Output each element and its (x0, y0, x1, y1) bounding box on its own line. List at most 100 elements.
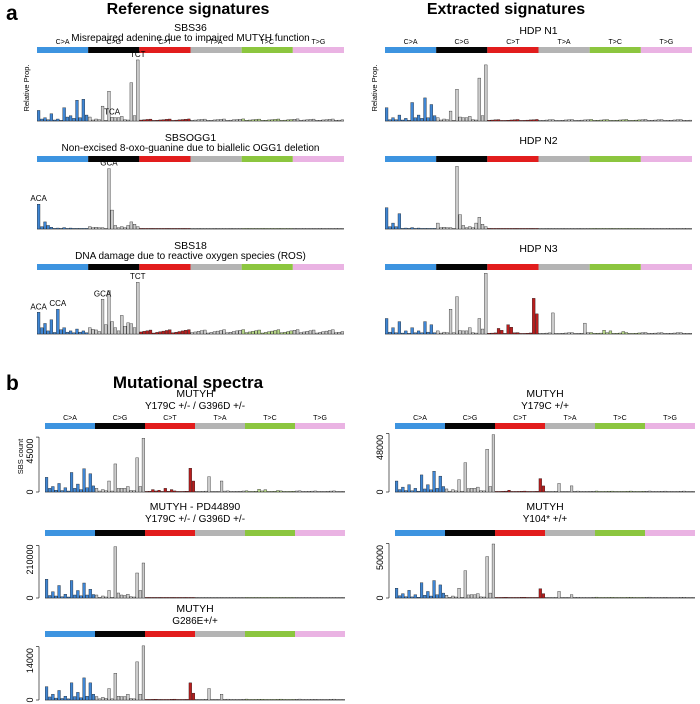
bar (476, 486, 480, 493)
bar (672, 119, 676, 122)
bar (196, 331, 201, 335)
bar (487, 120, 491, 122)
bar (538, 588, 542, 599)
bar (95, 696, 99, 701)
chart-title: MUTYH (526, 501, 563, 513)
bar (148, 228, 153, 230)
bar (248, 699, 252, 701)
bar (91, 227, 95, 230)
class-strip-TA (545, 423, 595, 429)
bar (564, 228, 568, 230)
bar (416, 490, 420, 493)
bar (53, 228, 57, 230)
bar (602, 330, 606, 335)
bar (474, 119, 478, 122)
bar (116, 330, 121, 335)
bar (241, 597, 245, 599)
bar (107, 168, 111, 230)
bar (132, 596, 136, 599)
bar (637, 119, 641, 122)
chart-subtitle: DNA damage due to reactive oxygen specie… (75, 251, 306, 262)
bar (302, 119, 306, 122)
class-strip-CA (385, 264, 437, 270)
bar (188, 597, 192, 599)
bar (113, 463, 117, 493)
bar (43, 221, 47, 230)
bar (510, 597, 514, 599)
bar (410, 596, 414, 599)
bar (301, 597, 305, 599)
bar (248, 597, 252, 599)
bar (276, 490, 280, 493)
bar (170, 489, 174, 493)
bar (491, 434, 495, 493)
class-strip-TG (292, 47, 344, 53)
class-strip-TC (241, 264, 293, 270)
bar (283, 119, 287, 122)
class-strip-TC (245, 423, 295, 429)
bar (97, 227, 101, 230)
bar (232, 331, 236, 335)
bar (56, 309, 60, 335)
bar (560, 333, 565, 335)
bar (223, 490, 227, 493)
bar (529, 491, 533, 493)
bar (498, 491, 502, 493)
bar (107, 91, 111, 122)
bar (154, 597, 158, 599)
bar (576, 597, 580, 599)
bar (496, 328, 501, 335)
bar (341, 699, 345, 701)
bar (88, 682, 92, 701)
bar (257, 699, 261, 701)
bar (155, 332, 159, 335)
bar (326, 597, 330, 599)
bar (288, 491, 292, 493)
bar (129, 596, 133, 599)
bar (60, 698, 64, 701)
class-strip-TA (195, 423, 245, 429)
class-label: T>C (609, 39, 622, 46)
bar (634, 119, 638, 122)
bar (318, 228, 322, 230)
bar (316, 699, 320, 701)
class-label: T>A (558, 39, 571, 46)
bar (75, 100, 79, 122)
bar (315, 228, 319, 230)
bar (599, 228, 603, 230)
bar (525, 333, 529, 335)
bar (410, 227, 414, 230)
annotation-label: GCA (94, 289, 112, 298)
bar (685, 597, 689, 599)
bar (423, 321, 427, 335)
bar (123, 227, 127, 230)
class-label: T>G (660, 39, 674, 46)
bar (582, 597, 586, 599)
bar (326, 491, 330, 493)
bar (185, 491, 189, 493)
bar (132, 115, 137, 122)
bar (88, 116, 92, 122)
bar (286, 119, 290, 122)
bar (204, 597, 208, 599)
bar (308, 330, 312, 335)
bar (324, 330, 328, 335)
bar (404, 596, 408, 599)
bar (551, 597, 555, 599)
class-strip-TG (292, 156, 344, 162)
bar (210, 699, 214, 701)
bar (564, 119, 568, 122)
chart-title: MUTYH (526, 388, 563, 400)
bar (341, 597, 345, 599)
bar (621, 119, 625, 122)
bar (292, 330, 297, 335)
class-strip-CG (445, 530, 495, 536)
class-strip-TA (538, 47, 590, 53)
bar (88, 589, 92, 599)
bar (107, 290, 111, 335)
bar (180, 119, 185, 122)
bar (222, 118, 226, 122)
bar (166, 699, 170, 701)
bar (616, 597, 620, 599)
